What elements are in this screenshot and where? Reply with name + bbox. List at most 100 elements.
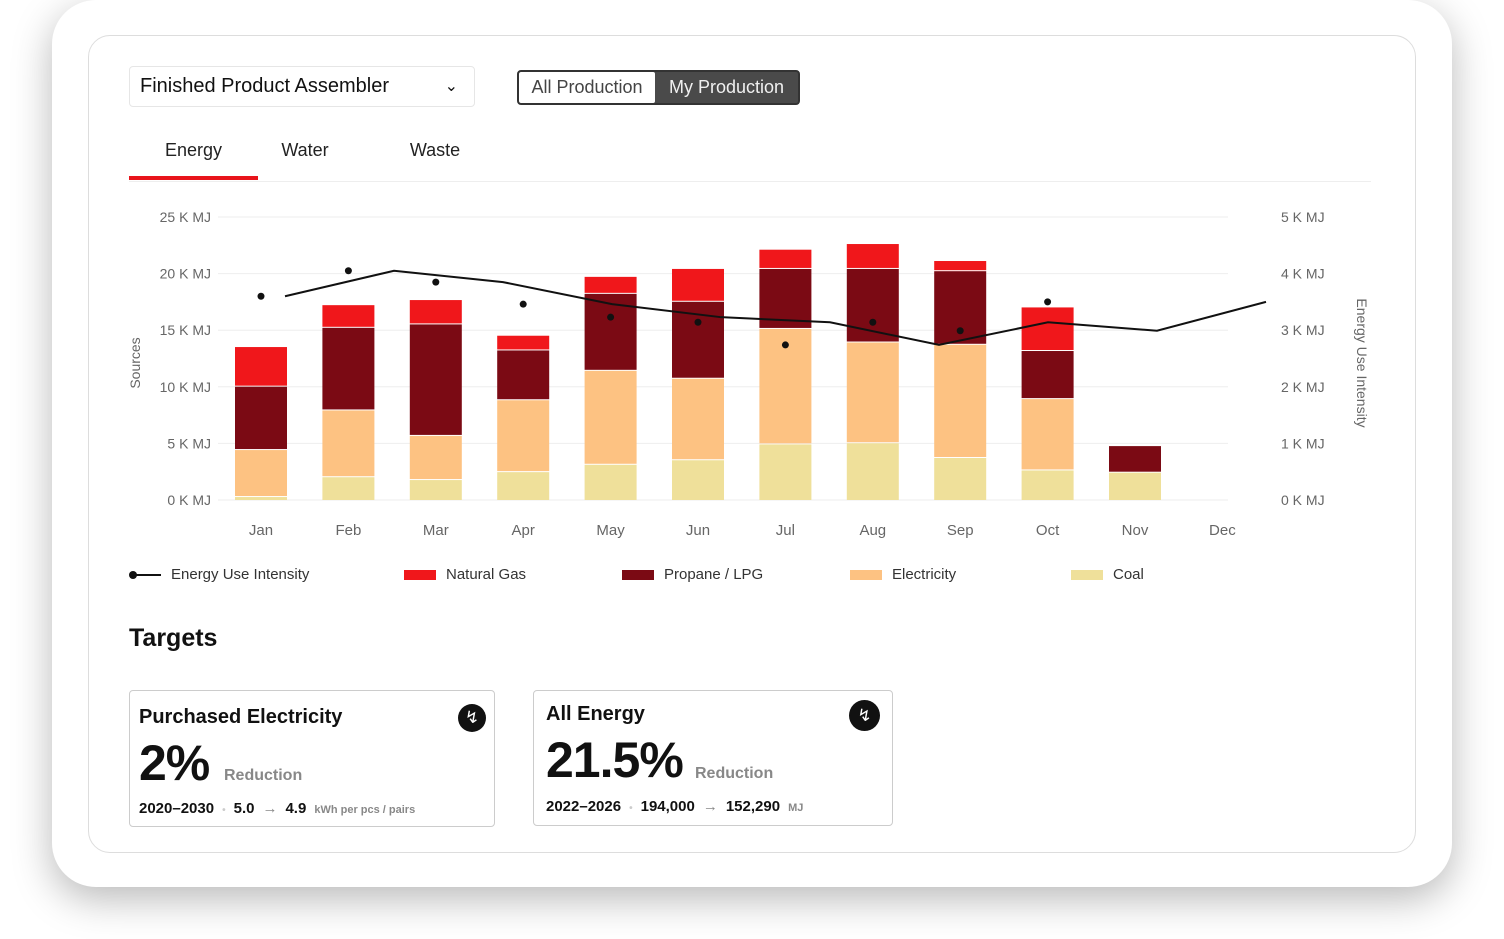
- chart-legend: Energy Use Intensity Natural Gas Propane…: [129, 566, 1229, 586]
- bar-electricity: [409, 435, 462, 480]
- x-tick-label: May: [596, 522, 625, 539]
- card-value-label: Reduction: [695, 765, 774, 782]
- bar-coal: [322, 477, 375, 500]
- arrow-right-icon: →: [262, 800, 278, 817]
- bar-natural-gas: [497, 335, 550, 350]
- bar-coal: [584, 464, 637, 500]
- legend-coal[interactable]: Coal: [1071, 566, 1144, 583]
- tab-water[interactable]: Water: [281, 140, 329, 160]
- lightning-icon: ↯: [849, 700, 880, 731]
- bar-propane-lpg: [846, 268, 899, 342]
- tab-energy[interactable]: Energy: [129, 140, 258, 180]
- y2-tick-label: 3 K MJ: [1281, 322, 1325, 338]
- chevron-down-icon: ⌄: [444, 78, 458, 95]
- bar-electricity: [1021, 399, 1074, 470]
- y-tick-label: 5 K MJ: [167, 435, 211, 451]
- bar-electricity: [672, 378, 724, 460]
- to-value: 4.9: [285, 800, 307, 817]
- y-tick-label: 25 K MJ: [160, 209, 211, 225]
- y2-tick-label: 4 K MJ: [1281, 266, 1325, 282]
- y2-tick-label: 0 K MJ: [1281, 492, 1325, 508]
- x-tick-label: Nov: [1122, 522, 1149, 539]
- intensity-point: [869, 318, 877, 326]
- bar-natural-gas: [934, 261, 987, 271]
- line-dot-icon: [129, 570, 161, 579]
- bar-propane-lpg: [235, 386, 287, 450]
- x-tick-label: Jan: [249, 522, 273, 539]
- bar-propane-lpg: [409, 324, 462, 435]
- card-value: 2%: [139, 735, 210, 791]
- bar-coal: [759, 444, 812, 500]
- bar-electricity: [322, 410, 375, 477]
- legend-label: Natural Gas: [446, 566, 527, 583]
- x-tick-label: Sep: [947, 522, 974, 539]
- bar-electricity: [846, 342, 899, 443]
- separator: •: [629, 803, 633, 814]
- x-tick-label: Oct: [1036, 522, 1060, 539]
- separator: •: [222, 805, 226, 816]
- bar-coal: [497, 472, 550, 500]
- y-tick-label: 20 K MJ: [160, 266, 211, 282]
- legend-label: Electricity: [892, 566, 957, 583]
- card-value: 21.5%: [546, 732, 684, 788]
- intensity-point: [956, 327, 964, 335]
- bar-coal: [1021, 470, 1074, 500]
- tab-waste[interactable]: Waste: [409, 140, 461, 160]
- intensity-point: [694, 318, 702, 326]
- y2-tick-label: 2 K MJ: [1281, 379, 1325, 395]
- intensity-point: [257, 292, 265, 300]
- bar-electricity: [235, 450, 287, 497]
- from-value: 194,000: [640, 798, 695, 815]
- from-value: 5.0: [233, 800, 255, 817]
- intensity-point: [1044, 298, 1052, 306]
- y-tick-label: 15 K MJ: [160, 322, 211, 338]
- facility-dropdown[interactable]: Finished Product Assembler ⌄: [129, 66, 475, 107]
- intensity-line: [284, 269, 1267, 346]
- tab-bar: Energy Water Waste: [129, 140, 1371, 182]
- bar-propane-lpg: [322, 327, 375, 410]
- bar-natural-gas: [584, 276, 637, 293]
- legend-electricity[interactable]: Electricity: [850, 566, 956, 583]
- swatch: [404, 569, 436, 580]
- toggle-my-production[interactable]: My Production: [668, 77, 785, 97]
- legend-label: Coal: [1113, 566, 1144, 583]
- arrow-right-icon: →: [702, 798, 718, 815]
- bar-propane-lpg: [759, 268, 812, 328]
- bar-natural-gas: [322, 305, 375, 327]
- period: 2020–2030: [139, 800, 215, 817]
- lightning-icon: ↯: [458, 704, 486, 732]
- bar-propane-lpg: [1109, 446, 1161, 472]
- legend-label: Energy Use Intensity: [171, 566, 310, 583]
- y-tick-label: 10 K MJ: [160, 379, 211, 395]
- x-tick-label: Aug: [859, 522, 886, 539]
- bar-electricity: [584, 370, 637, 464]
- target-card-purchased-electricity: Purchased Electricity ↯ 2% Reduction 202…: [129, 690, 495, 827]
- bar-coal: [235, 497, 287, 500]
- bar-coal: [934, 457, 987, 500]
- x-tick-label: Apr: [512, 522, 535, 539]
- bar-propane-lpg: [497, 350, 550, 400]
- bar-coal: [672, 460, 724, 500]
- bar-natural-gas: [235, 347, 287, 386]
- unit: kWh per pcs / pairs: [314, 804, 416, 816]
- bar-natural-gas: [1021, 307, 1074, 351]
- toggle-all-production[interactable]: All Production: [519, 72, 655, 103]
- unit: MJ: [788, 802, 804, 814]
- legend-energy-use-intensity[interactable]: Energy Use Intensity: [129, 566, 309, 583]
- legend-natural-gas[interactable]: Natural Gas: [404, 566, 526, 583]
- x-tick-label: Dec: [1209, 522, 1236, 539]
- bar-natural-gas: [846, 244, 899, 268]
- card-title: All Energy: [546, 703, 645, 725]
- bar-natural-gas: [759, 249, 812, 268]
- production-toggle[interactable]: All Production My Production: [517, 70, 800, 105]
- y-axis-label: Sources: [127, 337, 143, 388]
- bar-electricity: [934, 344, 987, 457]
- x-tick-label: Jun: [686, 522, 710, 539]
- card-value-label: Reduction: [224, 767, 303, 784]
- intensity-point: [607, 313, 615, 321]
- y2-tick-label: 5 K MJ: [1281, 209, 1325, 225]
- card-title: Purchased Electricity: [139, 706, 343, 728]
- legend-propane[interactable]: Propane / LPG: [622, 566, 763, 583]
- dropdown-value: Finished Product Assembler: [140, 75, 390, 97]
- x-tick-label: Jul: [776, 522, 795, 539]
